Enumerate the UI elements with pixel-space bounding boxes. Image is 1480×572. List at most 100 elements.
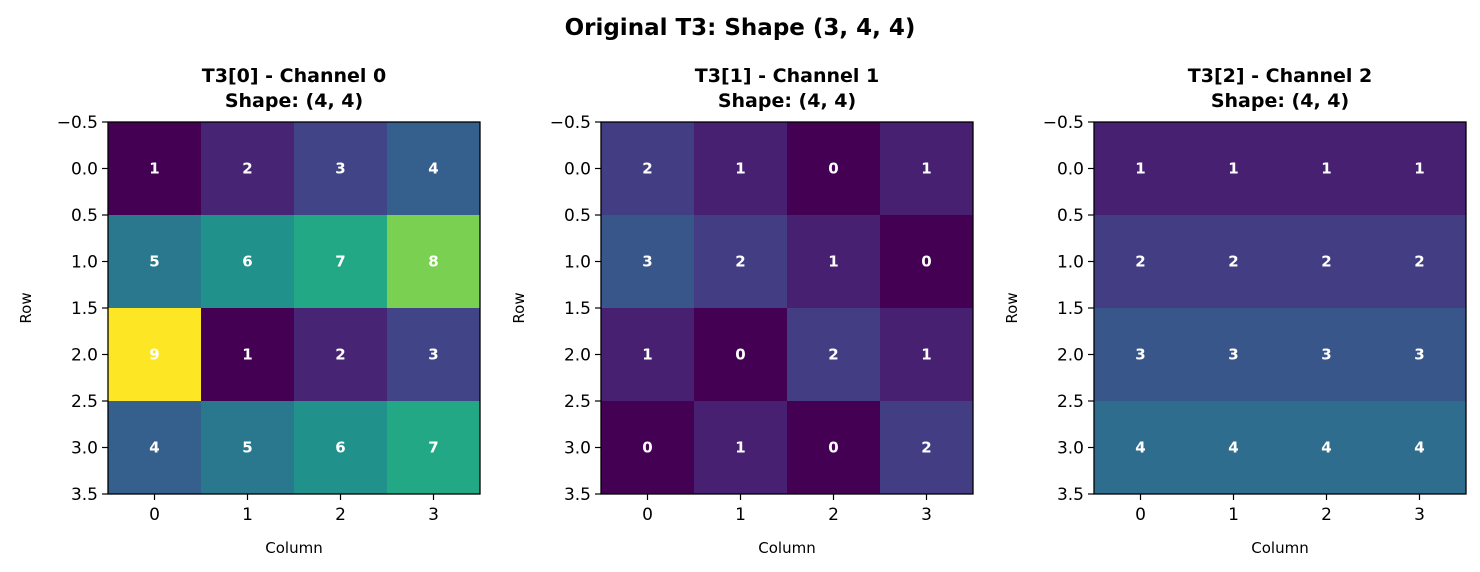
y-tick-label: 3.0 xyxy=(71,439,98,459)
y-axis-label: Row xyxy=(1003,292,1021,323)
y-tick-label: 0.5 xyxy=(71,206,98,226)
cell-value-label: 2 xyxy=(642,160,652,178)
cell-value-label: 4 xyxy=(1321,439,1331,457)
x-axis-label: Column xyxy=(758,539,815,557)
cell-value-label: 9 xyxy=(149,346,159,364)
cell-value-label: 3 xyxy=(1321,346,1331,364)
y-tick-label: 1.5 xyxy=(1057,299,1084,319)
cell-value-label: 2 xyxy=(1135,253,1145,271)
cell-value-label: 3 xyxy=(1135,346,1145,364)
y-tick-label: 3.5 xyxy=(564,485,591,505)
y-tick-label: 3.0 xyxy=(1057,439,1084,459)
cell-value-label: 0 xyxy=(642,439,652,457)
y-tick-label: 0.0 xyxy=(1057,160,1084,180)
cell-value-label: 6 xyxy=(335,439,345,457)
cell-value-label: 2 xyxy=(242,160,252,178)
x-tick-label: 2 xyxy=(828,505,839,525)
cell-value-label: 0 xyxy=(735,346,745,364)
x-axis-label: Column xyxy=(1251,539,1308,557)
y-tick-label: 0.5 xyxy=(564,206,591,226)
cell-value-label: 1 xyxy=(1414,160,1424,178)
y-axis-label: Row xyxy=(510,292,528,323)
x-tick-label: 2 xyxy=(1321,505,1332,525)
x-tick-label: 0 xyxy=(149,505,160,525)
cell-value-label: 8 xyxy=(428,253,438,271)
cell-value-label: 1 xyxy=(1321,160,1331,178)
cell-value-label: 7 xyxy=(335,253,345,271)
y-tick-label: 3.0 xyxy=(564,439,591,459)
cell-value-label: 7 xyxy=(428,439,438,457)
cell-value-label: 1 xyxy=(828,253,838,271)
y-tick-label: −0.5 xyxy=(1043,113,1084,133)
y-tick-label: 2.5 xyxy=(1057,392,1084,412)
cell-value-label: 5 xyxy=(149,253,159,271)
cell-value-label: 1 xyxy=(1228,160,1238,178)
cell-value-label: 6 xyxy=(242,253,252,271)
cell-value-label: 1 xyxy=(1135,160,1145,178)
cell-value-label: 1 xyxy=(242,346,252,364)
figure-suptitle: Original T3: Shape (3, 4, 4) xyxy=(565,15,916,41)
cell-value-label: 5 xyxy=(242,439,252,457)
y-tick-label: 0.0 xyxy=(71,160,98,180)
y-tick-label: −0.5 xyxy=(57,113,98,133)
cell-value-label: 3 xyxy=(335,160,345,178)
heatmap-panel-0: T3[0] - Channel 0 Shape: (4, 4) 1 2 3 4 5 6 7 8 9 1… xyxy=(17,65,481,557)
cell-value-label: 3 xyxy=(1228,346,1238,364)
cell-value-label: 4 xyxy=(1228,439,1238,457)
y-tick-label: 2.0 xyxy=(564,346,591,366)
heatmap-panel-1: T3[1] - Channel 1 Shape: (4, 4) 2 1 0 1 3 2 1 0 1 0… xyxy=(510,65,974,557)
y-tick-label: 2.5 xyxy=(564,392,591,412)
y-tick-label: 3.5 xyxy=(71,485,98,505)
cell-value-label: 2 xyxy=(735,253,745,271)
y-tick-label: 1.5 xyxy=(71,299,98,319)
x-tick-label: 0 xyxy=(1135,505,1146,525)
cell-value-label: 1 xyxy=(149,160,159,178)
y-tick-label: 2.5 xyxy=(71,392,98,412)
cell-value-label: 2 xyxy=(1414,253,1424,271)
cell-value-label: 0 xyxy=(921,253,931,271)
panel-title-line: T3[0] - Channel 0 xyxy=(202,65,386,87)
cell-value-label: 3 xyxy=(1414,346,1424,364)
panel-title-line: Shape: (4, 4) xyxy=(225,90,363,112)
cell-value-label: 3 xyxy=(642,253,652,271)
panel-title-line: Shape: (4, 4) xyxy=(718,90,856,112)
cell-value-label: 1 xyxy=(921,346,931,364)
y-tick-label: 2.0 xyxy=(71,346,98,366)
cell-value-label: 2 xyxy=(828,346,838,364)
heatmap-panel-2: T3[2] - Channel 2 Shape: (4, 4) 1 1 1 1 2 2 2 2 3 3… xyxy=(1003,65,1467,557)
cell-value-label: 2 xyxy=(921,439,931,457)
y-tick-label: 0.5 xyxy=(1057,206,1084,226)
cell-value-label: 0 xyxy=(828,439,838,457)
y-tick-label: 2.0 xyxy=(1057,346,1084,366)
y-tick-label: 1.0 xyxy=(1057,253,1084,273)
cell-value-label: 4 xyxy=(1135,439,1145,457)
cell-value-label: 1 xyxy=(642,346,652,364)
x-tick-label: 3 xyxy=(428,505,439,525)
cell-value-label: 2 xyxy=(1321,253,1331,271)
cell-value-label: 1 xyxy=(735,160,745,178)
cell-value-label: 2 xyxy=(335,346,345,364)
x-tick-label: 3 xyxy=(921,505,932,525)
cell-value-label: 4 xyxy=(1414,439,1424,457)
panel-title-line: T3[2] - Channel 2 xyxy=(1188,65,1372,87)
y-axis-label: Row xyxy=(17,292,35,323)
y-tick-label: 0.0 xyxy=(564,160,591,180)
cell-value-label: 4 xyxy=(149,439,159,457)
cell-value-label: 0 xyxy=(828,160,838,178)
cell-value-label: 3 xyxy=(428,346,438,364)
cell-value-label: 1 xyxy=(921,160,931,178)
y-tick-label: 1.0 xyxy=(564,253,591,273)
x-tick-label: 2 xyxy=(335,505,346,525)
panel-title-line: T3[1] - Channel 1 xyxy=(695,65,879,87)
y-tick-label: 3.5 xyxy=(1057,485,1084,505)
y-tick-label: −0.5 xyxy=(550,113,591,133)
y-tick-label: 1.0 xyxy=(71,253,98,273)
x-tick-label: 0 xyxy=(642,505,653,525)
cell-value-label: 2 xyxy=(1228,253,1238,271)
x-tick-label: 1 xyxy=(735,505,746,525)
x-axis-label: Column xyxy=(265,539,322,557)
x-tick-label: 1 xyxy=(242,505,253,525)
cell-value-label: 1 xyxy=(735,439,745,457)
x-tick-label: 1 xyxy=(1228,505,1239,525)
